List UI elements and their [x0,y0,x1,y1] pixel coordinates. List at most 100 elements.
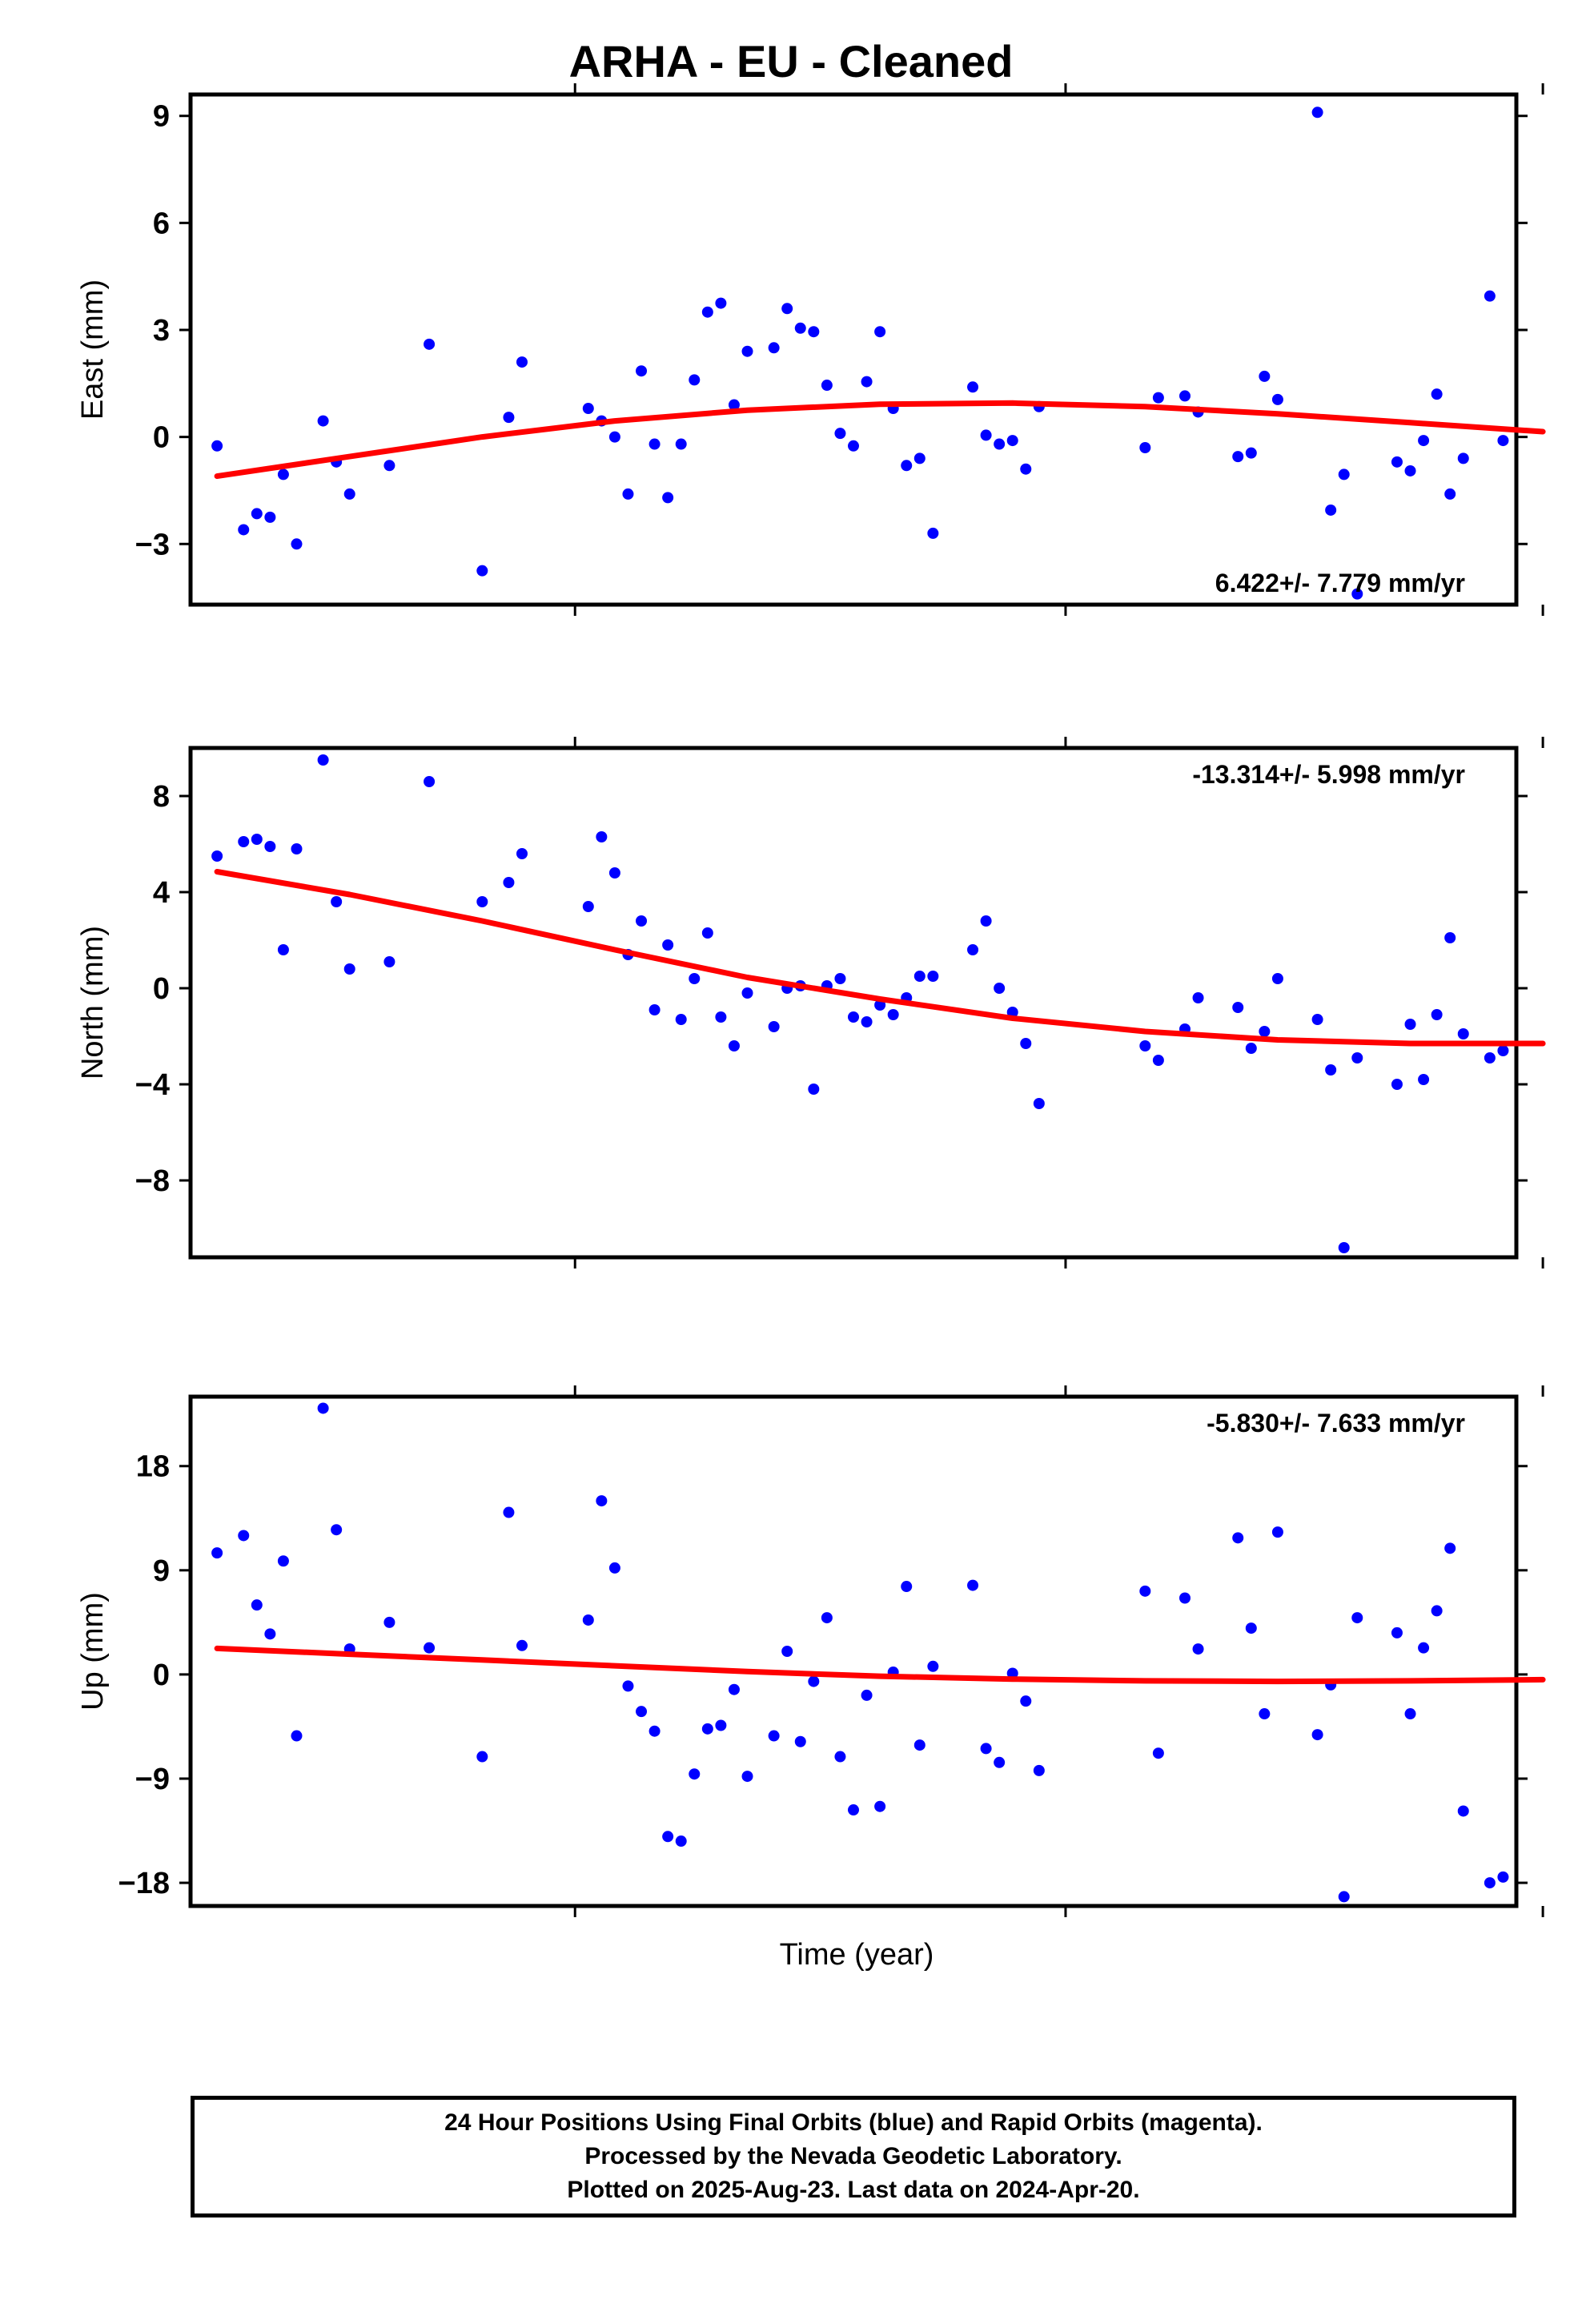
data-point [1391,1079,1403,1090]
data-point [636,1706,648,1718]
data-point [675,438,687,450]
data-point [1418,435,1430,447]
data-point [622,1680,634,1692]
data-point [1497,1871,1509,1883]
data-point [715,1719,727,1731]
data-point [1431,1009,1443,1020]
data-point [781,1646,793,1657]
y-tick-label: −4 [135,1068,170,1102]
data-point [834,1751,846,1763]
data-point [424,338,436,350]
data-point [1271,973,1283,984]
data-point [277,944,289,955]
data-point [291,538,303,550]
data-point [1152,392,1164,404]
data-point [662,939,674,951]
data-point [1351,1052,1363,1063]
data-point [861,1689,873,1701]
data-point [516,1639,528,1651]
data-point [887,1009,899,1020]
y-tick-label: 0 [153,421,170,455]
data-point [1139,1585,1151,1597]
data-point [1311,1729,1323,1741]
data-point [608,1562,620,1574]
footer-line-2: Processed by the Nevada Geodetic Laborat… [584,2143,1122,2169]
data-point [675,1835,687,1848]
data-point [251,834,263,845]
data-point [781,303,793,315]
data-point [1418,1074,1430,1085]
data-point [1245,1622,1257,1634]
data-point [994,1756,1006,1768]
data-point [901,460,913,472]
data-point [768,1730,780,1742]
data-point [715,297,727,309]
data-point [1351,1612,1363,1624]
data-point [1484,1052,1496,1063]
data-point [1006,1667,1018,1679]
data-point [1444,488,1456,500]
data-point [238,524,250,536]
data-point [1444,932,1456,943]
data-point [874,326,886,338]
data-point [834,428,846,440]
data-point [980,1743,992,1755]
y-tick-label: 4 [153,876,170,910]
data-point [596,831,608,842]
y-axis-label: North (mm) [76,926,110,1080]
data-point [1245,1043,1257,1054]
data-point [821,380,833,392]
data-point [1457,452,1469,464]
data-point [1192,992,1204,1003]
data-point [238,1530,250,1542]
y-tick-label: 0 [153,1659,170,1692]
data-point [424,1642,436,1654]
data-point [622,488,634,500]
rate-annotation: 6.422+/- 7.779 mm/yr [1215,569,1465,597]
data-point [1325,1064,1337,1076]
data-point [1245,447,1257,459]
y-tick-label: −8 [135,1164,170,1198]
data-point [1033,1098,1045,1109]
data-point [476,896,488,907]
data-point [808,326,820,338]
data-point [675,1014,687,1025]
data-point [701,1723,713,1735]
data-point [264,841,276,852]
data-point [728,1683,740,1695]
data-point [768,1021,780,1032]
data-point [994,438,1006,450]
data-point [1179,1592,1191,1604]
data-point [1152,1055,1164,1066]
data-point [994,983,1006,994]
data-point [476,565,488,577]
footer-line-1: 24 Hour Positions Using Final Orbits (bl… [444,2109,1263,2136]
panel-2: 8 4 0 −4 −8 North (mm) -13.314+/- 5.998 mm/yr [76,737,1546,1269]
data-point [1457,1805,1469,1817]
data-point [1404,1019,1416,1030]
data-point [211,1547,223,1559]
data-point [1259,370,1271,382]
data-point [1404,464,1416,476]
data-point [1152,1747,1164,1759]
data-point [728,1040,740,1051]
data-point [1020,463,1032,475]
data-point [251,1599,263,1611]
data-point [582,1614,594,1626]
data-point [211,850,223,862]
data-point [689,1768,701,1780]
data-point [648,1725,661,1737]
data-point [980,429,992,441]
y-tick-label: 0 [153,972,170,1006]
data-point [980,915,992,927]
data-point [1431,388,1443,400]
data-point [861,1016,873,1027]
data-point [927,527,939,539]
data-point [424,776,436,787]
data-point [1020,1695,1032,1707]
data-point [211,440,223,452]
data-point [291,843,303,854]
plot-frame [188,746,1519,1260]
data-point [291,1730,303,1742]
